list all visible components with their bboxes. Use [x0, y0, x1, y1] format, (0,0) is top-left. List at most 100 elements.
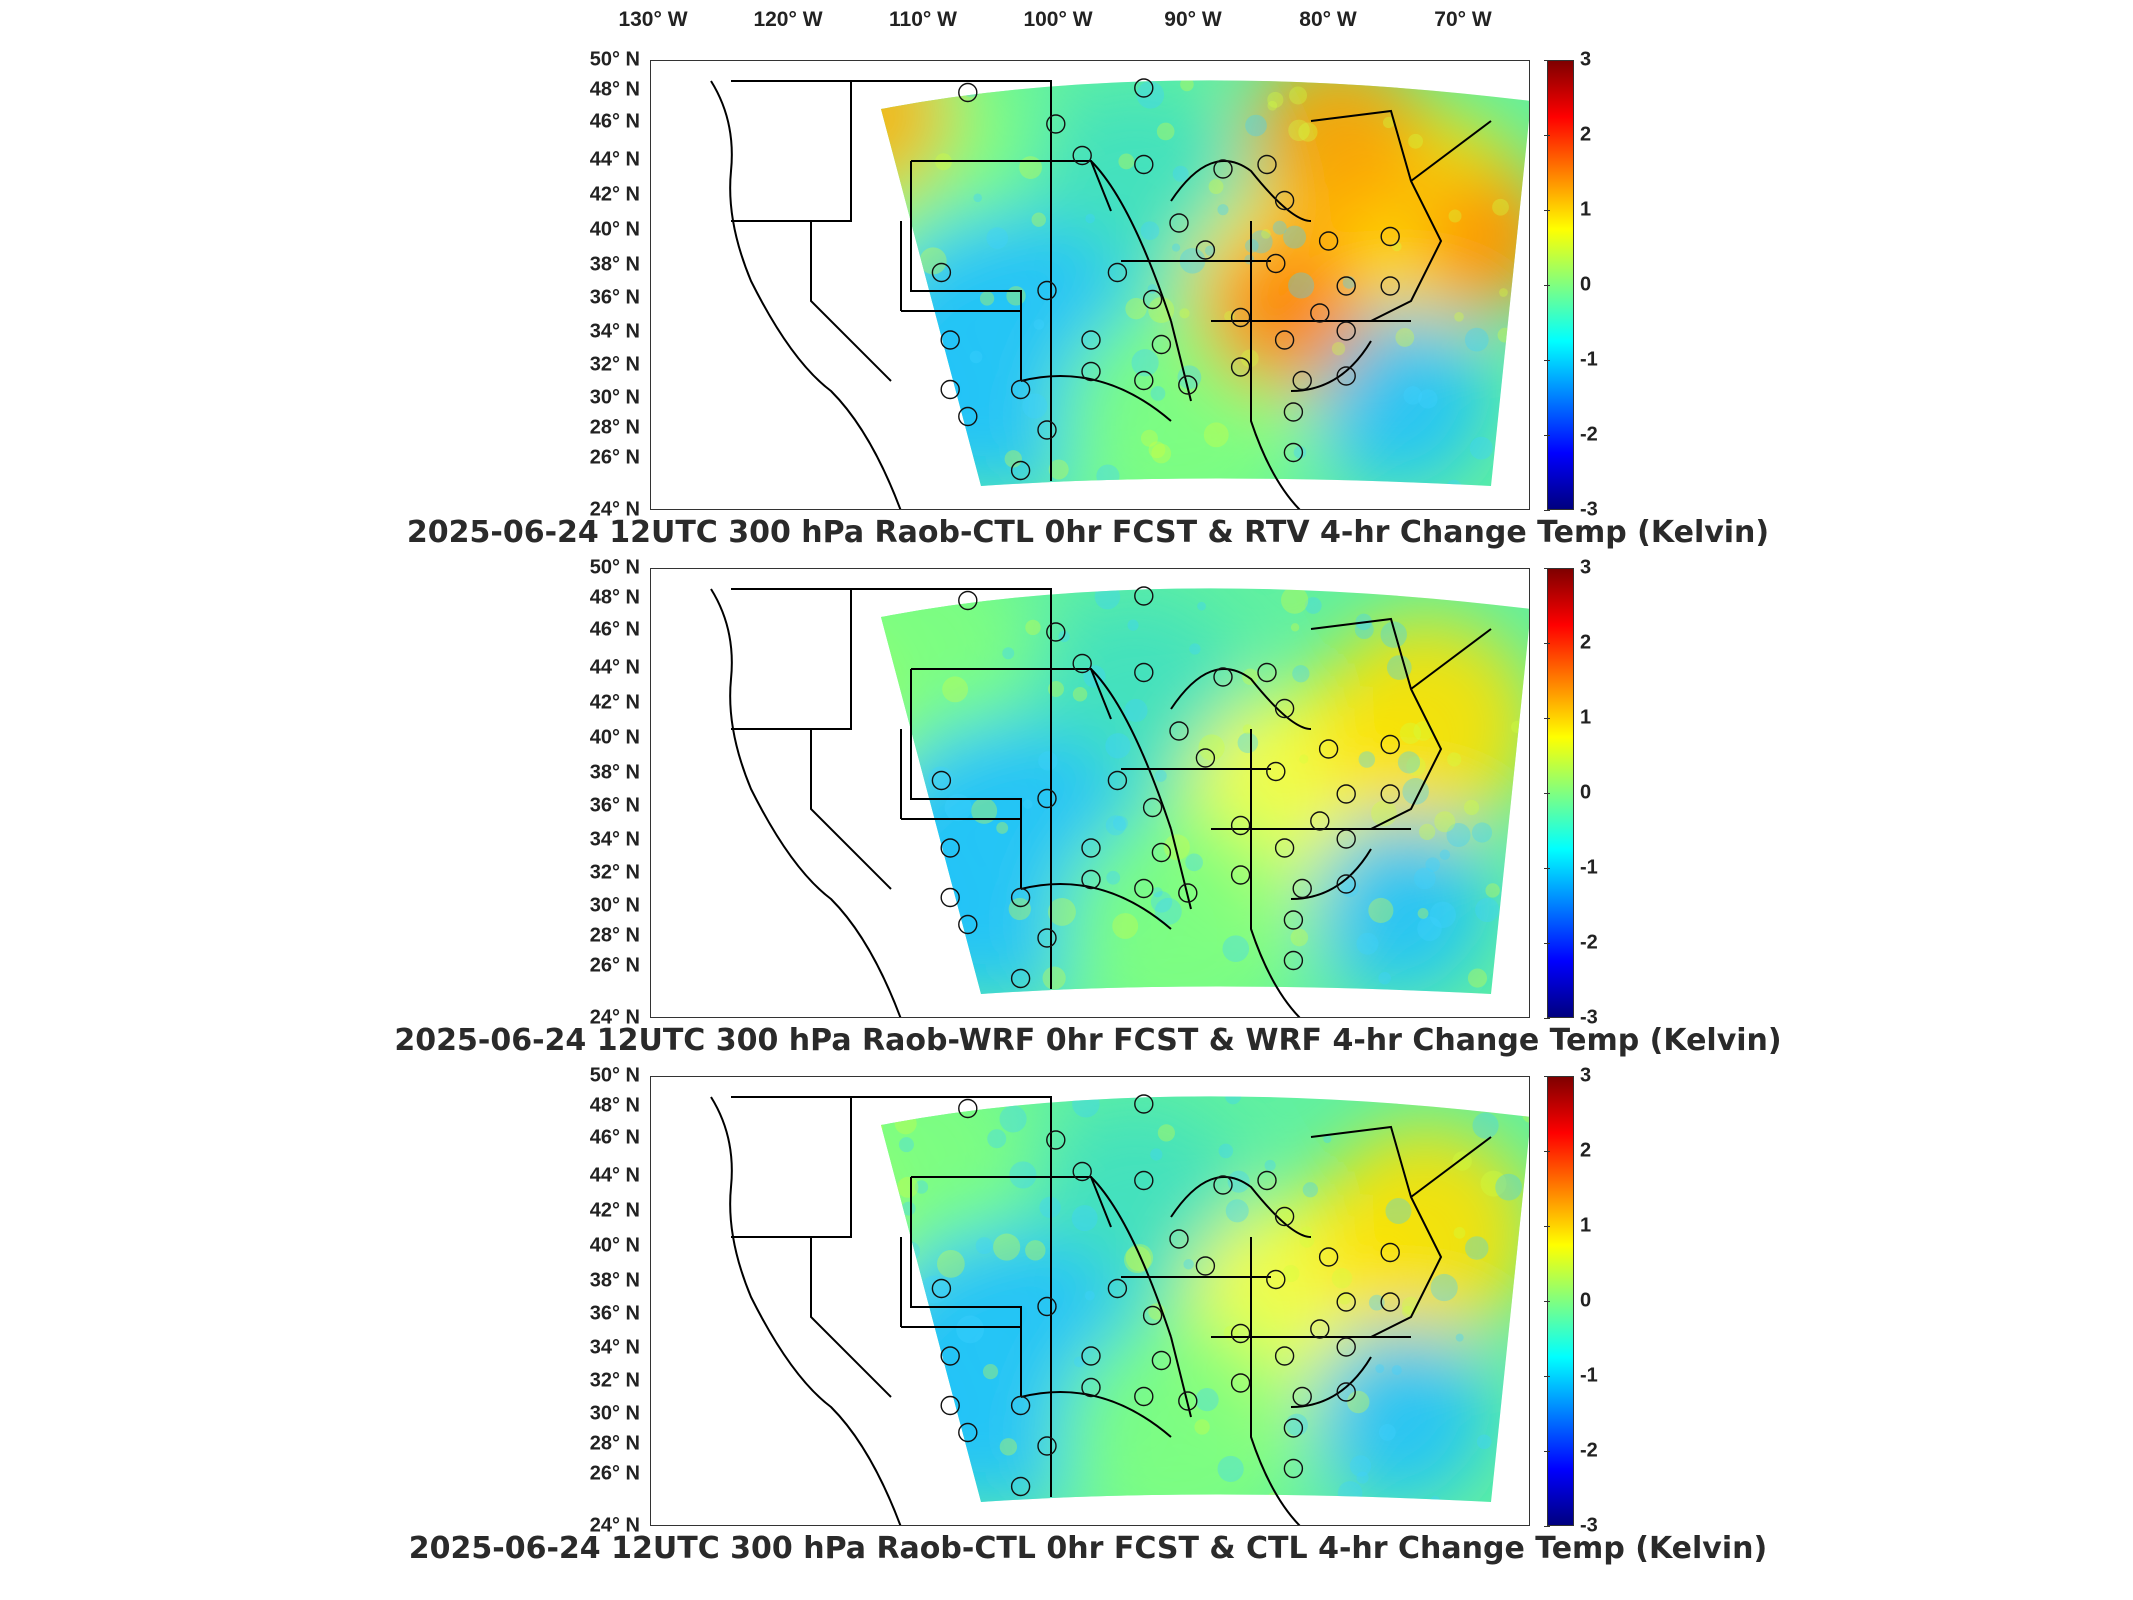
station-marker [940, 838, 960, 858]
station-marker [1274, 1206, 1295, 1227]
colorbar-tick [1544, 510, 1550, 511]
station-marker [1134, 154, 1154, 175]
station-marker [1336, 366, 1356, 386]
station-marker [1178, 1391, 1198, 1411]
station-marker [940, 330, 960, 350]
station-marker [1274, 330, 1295, 350]
station-marker [1266, 1269, 1286, 1290]
lat-label: 46° N [589, 110, 640, 133]
lat-label: 44° N [589, 1164, 640, 1187]
map-panel-2: 2025-06-24 12UTC 300 hPa Raob-WRF 0hr FC… [0, 557, 2133, 1078]
colorbar-tick-label: 2 [1580, 1139, 1592, 1162]
lat-label: 32° N [589, 861, 640, 884]
station-marker [940, 1346, 960, 1366]
colorbar-tick [1544, 793, 1550, 794]
colorbar-tick [1544, 1018, 1550, 1019]
station-marker [940, 887, 960, 908]
station-marker [958, 914, 978, 935]
station-marker [1283, 442, 1304, 463]
colorbar-tick-label: -3 [1580, 1006, 1598, 1029]
lat-label: 48° N [589, 1094, 640, 1117]
station-marker [1037, 788, 1057, 809]
station-marker [931, 1278, 952, 1299]
station-marker [1257, 662, 1277, 683]
lon-label: 70° W [1434, 8, 1492, 31]
station-marker [1178, 375, 1198, 395]
station-marker [1037, 280, 1057, 301]
lat-label: 50° N [589, 48, 640, 71]
colorbar [1547, 568, 1574, 1018]
map-frame [650, 60, 1530, 510]
station-markers [931, 586, 1400, 989]
station-marker [1081, 1377, 1101, 1398]
lat-label: 28° N [589, 924, 640, 947]
station-marker [1134, 1094, 1154, 1114]
station-marker [1134, 1170, 1154, 1191]
lat-label: 32° N [589, 1369, 640, 1392]
colorbar [1547, 60, 1574, 510]
station-marker [958, 82, 978, 103]
station-marker [1380, 1292, 1400, 1312]
station-marker [1336, 1337, 1356, 1357]
colorbar-tick [1544, 1526, 1550, 1527]
lat-label: 24° N [589, 1006, 640, 1029]
station-marker [940, 1395, 960, 1416]
station-marker [1037, 1296, 1057, 1317]
lat-label: 30° N [589, 894, 640, 917]
station-marker [958, 1098, 978, 1119]
colorbar-tick [1544, 643, 1550, 644]
station-marker [1169, 213, 1189, 233]
colorbar [1547, 1076, 1574, 1526]
panel-title: 2025-06-24 12UTC 300 hPa Raob-WRF 0hr FC… [394, 1023, 1782, 1058]
station-marker [1037, 1436, 1057, 1456]
state-boundaries [710, 80, 1492, 509]
station-marker [1107, 262, 1128, 283]
station-marker [1072, 145, 1092, 166]
station-marker [931, 262, 952, 283]
station-marker [1081, 838, 1101, 858]
lat-label: 24° N [589, 1514, 640, 1537]
station-marker [1151, 1350, 1172, 1371]
station-marker [1380, 226, 1400, 247]
station-marker [1318, 231, 1339, 251]
station-marker [1274, 698, 1295, 719]
station-marker [1336, 784, 1356, 804]
station-marker [1336, 874, 1356, 894]
lat-label: 32° N [589, 353, 640, 376]
lat-label: 48° N [589, 586, 640, 609]
station-marker [1274, 190, 1295, 211]
lat-label: 40° N [589, 218, 640, 241]
lon-label: 110° W [889, 8, 957, 31]
colorbar-tick [1544, 718, 1550, 719]
colorbar-tick-label: -2 [1580, 423, 1598, 446]
station-markers [931, 78, 1400, 481]
station-marker [1213, 159, 1233, 179]
lat-label: 50° N [589, 556, 640, 579]
station-marker [1134, 662, 1154, 683]
station-marker [1318, 739, 1339, 759]
station-markers [931, 1094, 1400, 1497]
station-marker [1230, 357, 1251, 377]
station-marker [1230, 1323, 1251, 1344]
map-frame [650, 568, 1530, 1018]
station-marker [1072, 1161, 1092, 1182]
lat-label: 36° N [589, 1302, 640, 1325]
station-marker [1169, 1229, 1189, 1249]
lon-label: 130° W [618, 8, 688, 31]
station-marker [1010, 1476, 1031, 1497]
colorbar-tick [1544, 1301, 1550, 1302]
colorbar-tick-label: 2 [1580, 123, 1592, 146]
colorbar-tick-label: 0 [1580, 273, 1592, 296]
station-marker [1274, 838, 1295, 858]
station-marker [1151, 334, 1172, 355]
station-marker [931, 770, 952, 791]
map-panel-1: 2025-06-24 12UTC 300 hPa Raob-CTL 0hr FC… [0, 49, 2133, 570]
station-marker [1010, 1395, 1031, 1416]
station-marker [940, 379, 960, 400]
lat-label: 38° N [589, 253, 640, 276]
colorbar-tick-label: 3 [1580, 48, 1592, 71]
station-marker [1107, 770, 1128, 791]
station-marker [1336, 321, 1356, 341]
station-marker [1310, 1319, 1330, 1339]
